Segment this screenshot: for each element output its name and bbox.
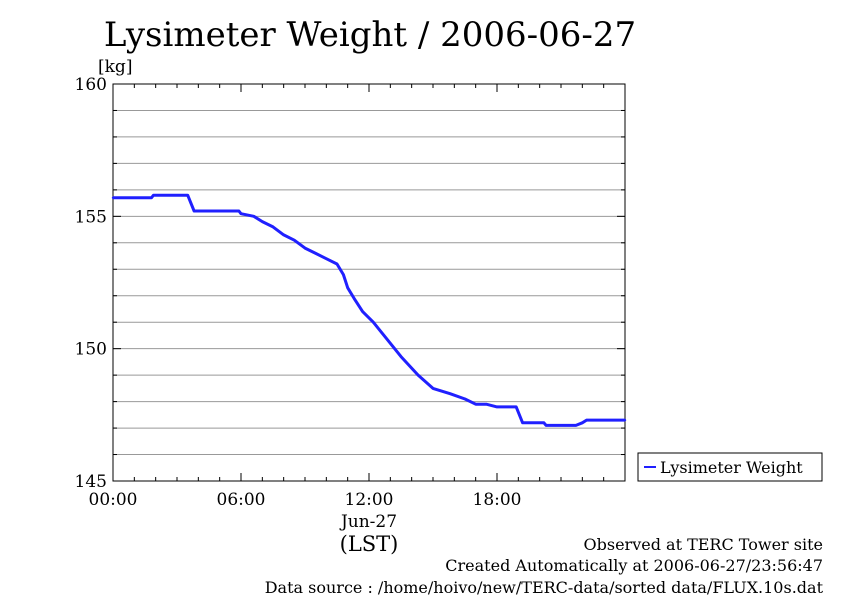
legend-label: Lysimeter Weight [660, 458, 803, 477]
x-tick-labels: 00:00 06:00 12:00 18:00 [89, 490, 522, 510]
data-point [515, 405, 518, 409]
legend-box [637, 452, 823, 482]
data-point [152, 193, 155, 197]
x-axis-date-label: Jun-27 [339, 512, 397, 532]
y-axis-unit-label: [kg] [98, 57, 132, 77]
data-point [352, 297, 356, 300]
gridlines [113, 109, 625, 456]
footer-source: Data source : /home/hoivo/new/TERC-data/… [265, 578, 824, 595]
data-point [574, 424, 578, 427]
y-tick-label: 155 [75, 207, 107, 227]
data-point [303, 246, 307, 250]
data-point [542, 421, 546, 424]
data-point [384, 336, 388, 340]
data-point [431, 387, 435, 390]
data-point [271, 225, 275, 229]
plot-frame [112, 83, 626, 482]
footer-created: Created Automatically at 2006-06-27/23:5… [445, 556, 823, 575]
data-point [111, 196, 115, 200]
data-point [485, 403, 488, 406]
data-point [448, 392, 452, 395]
y-tick-label: 160 [75, 75, 107, 95]
x-tick-label: 00:00 [89, 490, 138, 510]
data-point [335, 262, 339, 266]
data-point [342, 273, 345, 276]
data-point [521, 421, 524, 424]
chart-title: Lysimeter Weight / 2006-06-27 [104, 15, 636, 55]
legend: Lysimeter Weight [637, 452, 823, 482]
y-tick-label: 145 [75, 472, 107, 492]
data-point [346, 286, 349, 289]
data-point [474, 403, 477, 406]
data-point [150, 196, 153, 200]
axis-ticks [112, 83, 626, 482]
data-point [372, 321, 375, 324]
data-point [361, 310, 364, 313]
y-tick-label: 150 [75, 340, 107, 360]
x-axis-unit-label: (LST) [340, 532, 399, 556]
data-point [463, 397, 467, 401]
y-tick-labels: 160 155 150 145 [75, 75, 107, 492]
data-point [581, 421, 584, 424]
data-point [282, 233, 285, 237]
series-line-lysimeter-weight [113, 193, 625, 427]
data-point [192, 209, 196, 213]
data-point [585, 418, 588, 422]
x-tick-label: 06:00 [217, 490, 266, 510]
data-point [325, 257, 328, 260]
data-point [261, 220, 264, 223]
data-point [399, 355, 403, 358]
data-point [623, 418, 627, 422]
data-point [186, 193, 189, 197]
data-point [293, 238, 296, 242]
data-point [495, 405, 499, 409]
series-layer [111, 193, 627, 427]
data-point [314, 252, 317, 255]
data-point [237, 209, 241, 213]
footer-observed: Observed at TERC Tower site [584, 535, 824, 554]
data-point [544, 424, 548, 427]
data-point [416, 373, 420, 377]
x-tick-label: 18:00 [473, 490, 522, 510]
x-tick-label: 12:00 [345, 490, 394, 510]
data-point [252, 215, 255, 218]
data-point [239, 212, 243, 215]
